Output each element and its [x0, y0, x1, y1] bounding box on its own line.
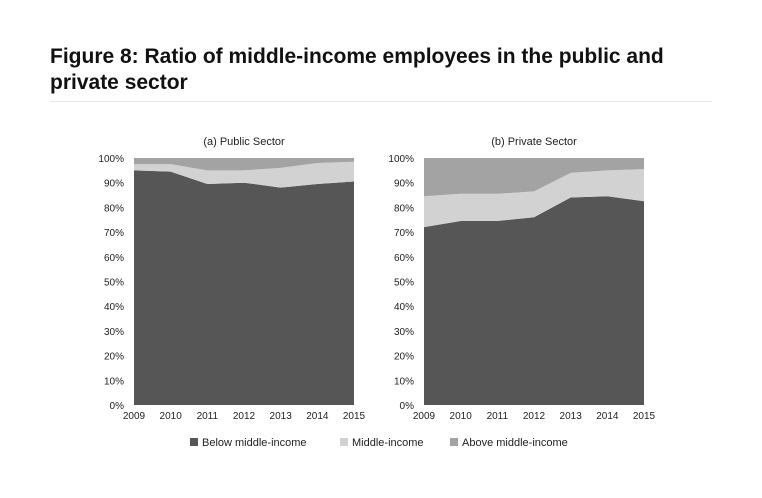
area-below-middle-income	[134, 170, 354, 405]
y-tick-label: 60%	[104, 253, 124, 264]
x-tick-label: 2009	[413, 411, 436, 422]
x-tick-label: 2014	[596, 411, 619, 422]
x-tick-label: 2009	[123, 411, 146, 422]
y-tick-label: 70%	[104, 228, 124, 239]
x-tick-label: 2015	[633, 411, 656, 422]
y-tick-label: 90%	[394, 179, 414, 190]
y-tick-label: 20%	[394, 352, 414, 363]
legend-swatch-middle-income	[340, 438, 348, 446]
y-tick-label: 40%	[104, 302, 124, 313]
public-sector-panel: (a) Public Sector 0% 10% 20% 30% 40% 50% 60% 70%…	[98, 136, 365, 422]
x-tick-label: 2014	[306, 411, 329, 422]
legend-swatch-above-middle-income	[450, 438, 458, 446]
legend-label: Below middle-income	[202, 437, 307, 449]
x-tick-label: 2012	[523, 411, 546, 422]
x-tick-label: 2011	[487, 411, 509, 422]
y-tick-label: 80%	[394, 203, 414, 214]
x-tick-label: 2011	[197, 411, 219, 422]
x-tick-label: 2013	[270, 411, 293, 422]
y-tick-label: 30%	[104, 327, 124, 338]
chart-legend: Below middle-income Middle-income Above mi…	[190, 437, 568, 449]
x-tick-label: 2010	[160, 411, 183, 422]
x-tick-label: 2015	[343, 411, 366, 422]
y-tick-label: 50%	[394, 278, 414, 289]
y-tick-label: 20%	[104, 352, 124, 363]
y-tick-label: 90%	[104, 179, 124, 190]
figure-title: Figure 8: Ratio of middle-income employe…	[50, 45, 664, 94]
y-tick-label: 30%	[394, 327, 414, 338]
y-tick-label: 60%	[394, 253, 414, 264]
y-tick-label: 70%	[394, 228, 414, 239]
x-tick-label: 2013	[560, 411, 583, 422]
x-tick-label: 2010	[450, 411, 473, 422]
y-tick-label: 100%	[388, 154, 414, 165]
y-tick-label: 10%	[104, 376, 124, 387]
area-middle-income	[134, 161, 354, 188]
legend-label: Middle-income	[352, 437, 424, 449]
legend-swatch-below-middle-income	[190, 438, 198, 446]
y-tick-label: 0%	[400, 401, 415, 412]
legend-label: Above middle-income	[462, 437, 568, 449]
y-tick-label: 50%	[104, 278, 124, 289]
y-tick-label: 10%	[394, 376, 414, 387]
area-below-middle-income	[424, 196, 644, 405]
panel-title: (b) Private Sector	[491, 136, 577, 148]
area-middle-income	[424, 169, 644, 228]
area-above-middle-income	[134, 158, 354, 171]
x-tick-label: 2012	[233, 411, 256, 422]
y-tick-label: 80%	[104, 203, 124, 214]
y-tick-label: 40%	[394, 302, 414, 313]
title-divider	[50, 101, 712, 102]
y-tick-label: 100%	[98, 154, 124, 165]
area-above-middle-income	[424, 158, 644, 197]
y-tick-label: 0%	[110, 401, 125, 412]
panel-title: (a) Public Sector	[203, 136, 285, 148]
private-sector-panel: (b) Private Sector 0% 10% 20% 30% 40% 50% 60% 70…	[388, 136, 655, 422]
